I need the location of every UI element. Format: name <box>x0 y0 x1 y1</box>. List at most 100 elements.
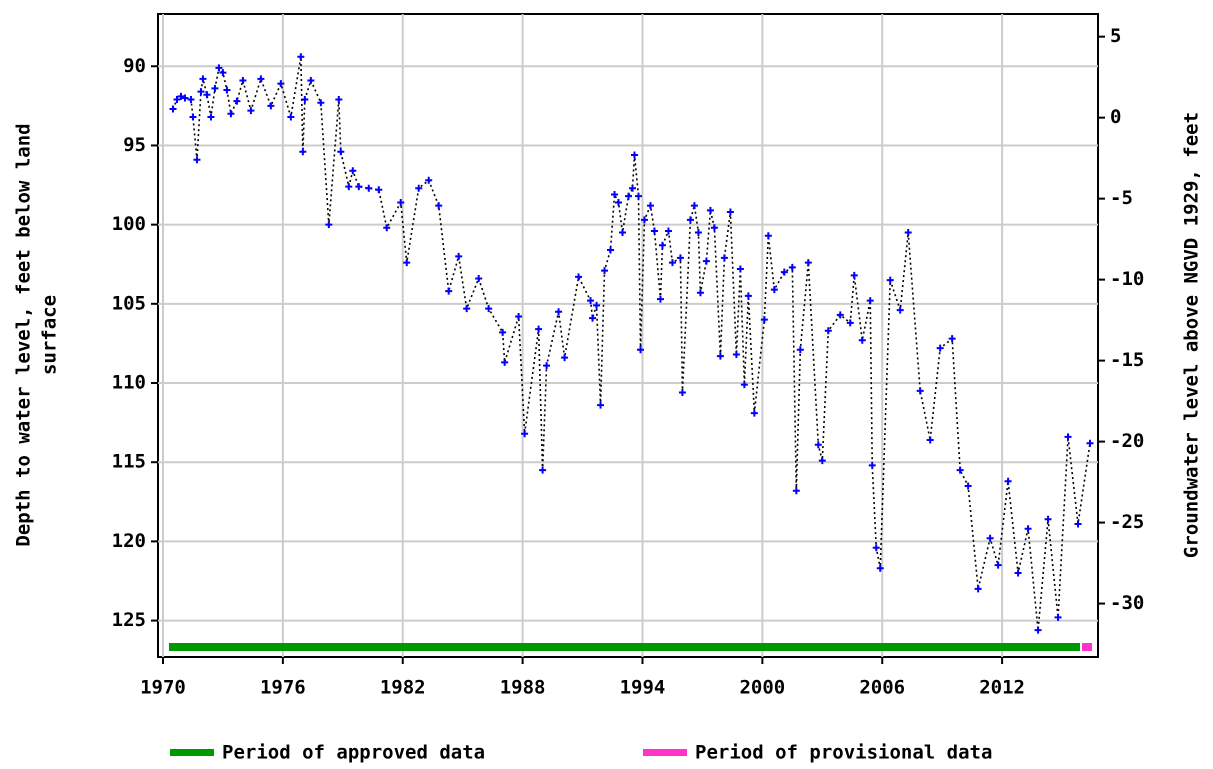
data-point <box>690 202 698 210</box>
data-point <box>740 381 748 389</box>
data-point <box>215 64 223 72</box>
data-point <box>193 156 201 164</box>
legend-swatch <box>643 749 687 756</box>
data-point <box>233 97 241 105</box>
data-point <box>964 482 972 490</box>
data-point <box>846 319 854 327</box>
data-point <box>555 308 563 316</box>
data-point <box>615 198 623 206</box>
x-tick-label: 1994 <box>620 677 666 699</box>
data-point <box>764 232 772 240</box>
legend-swatch <box>170 749 214 756</box>
data-point <box>317 99 325 107</box>
data-point <box>501 358 509 366</box>
data-point <box>301 96 309 104</box>
data-point <box>375 186 383 194</box>
x-tick-label: 2000 <box>739 677 785 699</box>
data-point <box>187 96 195 104</box>
y-tick-label: 125 <box>112 609 146 631</box>
x-tick-label: 2006 <box>859 677 905 699</box>
period-bar <box>168 643 1081 651</box>
data-point <box>956 466 964 474</box>
data-point <box>521 430 529 438</box>
data-point <box>744 292 752 300</box>
x-tick-label: 2012 <box>979 677 1025 699</box>
data-point <box>736 265 744 273</box>
data-point <box>886 276 894 284</box>
data-point <box>634 192 642 200</box>
data-point <box>868 461 876 469</box>
period-bar <box>1082 643 1093 651</box>
data-point <box>219 69 227 77</box>
x-tick-label: 1970 <box>140 677 186 699</box>
x-tick-label: 1982 <box>380 677 426 699</box>
data-point <box>678 389 686 397</box>
y2-tick-label: -25 <box>1110 511 1144 533</box>
data-point <box>445 287 453 295</box>
data-point <box>499 328 507 336</box>
data-point <box>181 94 189 102</box>
data-point <box>904 229 912 237</box>
data-point <box>630 151 638 159</box>
data-point <box>335 96 343 104</box>
data-point <box>535 325 543 333</box>
data-point <box>211 84 219 92</box>
data-point <box>239 77 247 85</box>
data-point <box>257 75 265 83</box>
data-point <box>189 113 197 121</box>
data-point <box>858 336 866 344</box>
grid <box>158 14 1098 657</box>
data-point <box>1024 525 1032 533</box>
data-point <box>824 327 832 335</box>
data-point <box>355 183 363 191</box>
data-point <box>223 86 231 94</box>
data-point <box>561 354 569 362</box>
data-point <box>1054 613 1062 621</box>
data-point <box>337 148 345 156</box>
data-point <box>611 191 619 199</box>
y2-tick-label: 0 <box>1110 106 1121 128</box>
data-point <box>836 311 844 319</box>
data-point <box>814 441 822 449</box>
data-point <box>716 352 724 360</box>
data-point <box>994 561 1002 569</box>
data-point <box>706 206 714 214</box>
data-point <box>646 202 654 210</box>
data-point <box>485 305 493 313</box>
data-point <box>397 198 405 206</box>
y-tick-label: 95 <box>123 134 146 156</box>
data-point <box>607 246 615 254</box>
data-point <box>173 96 181 104</box>
data-point <box>475 274 483 282</box>
data-point <box>227 110 235 118</box>
data-point <box>720 254 728 262</box>
data-point <box>732 351 740 359</box>
y2-tick-label: 5 <box>1110 25 1121 47</box>
data-point <box>916 387 924 395</box>
y2-tick-label: -15 <box>1110 349 1144 371</box>
data-point <box>287 113 295 121</box>
data-point <box>694 229 702 237</box>
data-point <box>267 102 275 110</box>
y-axis-label: Depth to water level, feet below land <box>13 123 35 546</box>
y-tick-label: 90 <box>123 55 146 77</box>
data-point <box>1086 439 1094 447</box>
data-point <box>619 229 627 237</box>
data-point <box>543 362 551 370</box>
data-point <box>415 184 423 192</box>
data-point <box>676 254 684 262</box>
data-point <box>589 314 597 322</box>
plot-area <box>157 13 1099 658</box>
y2-tick-label: -30 <box>1110 592 1144 614</box>
data-point <box>948 335 956 343</box>
data-point <box>850 271 858 279</box>
data-point <box>169 105 177 113</box>
y2-tick-label: -20 <box>1110 430 1144 452</box>
data-point <box>425 176 433 184</box>
data-point <box>297 53 305 61</box>
data-point <box>726 208 734 216</box>
data-point <box>986 534 994 542</box>
data-point <box>383 224 391 232</box>
data-point <box>650 227 658 235</box>
